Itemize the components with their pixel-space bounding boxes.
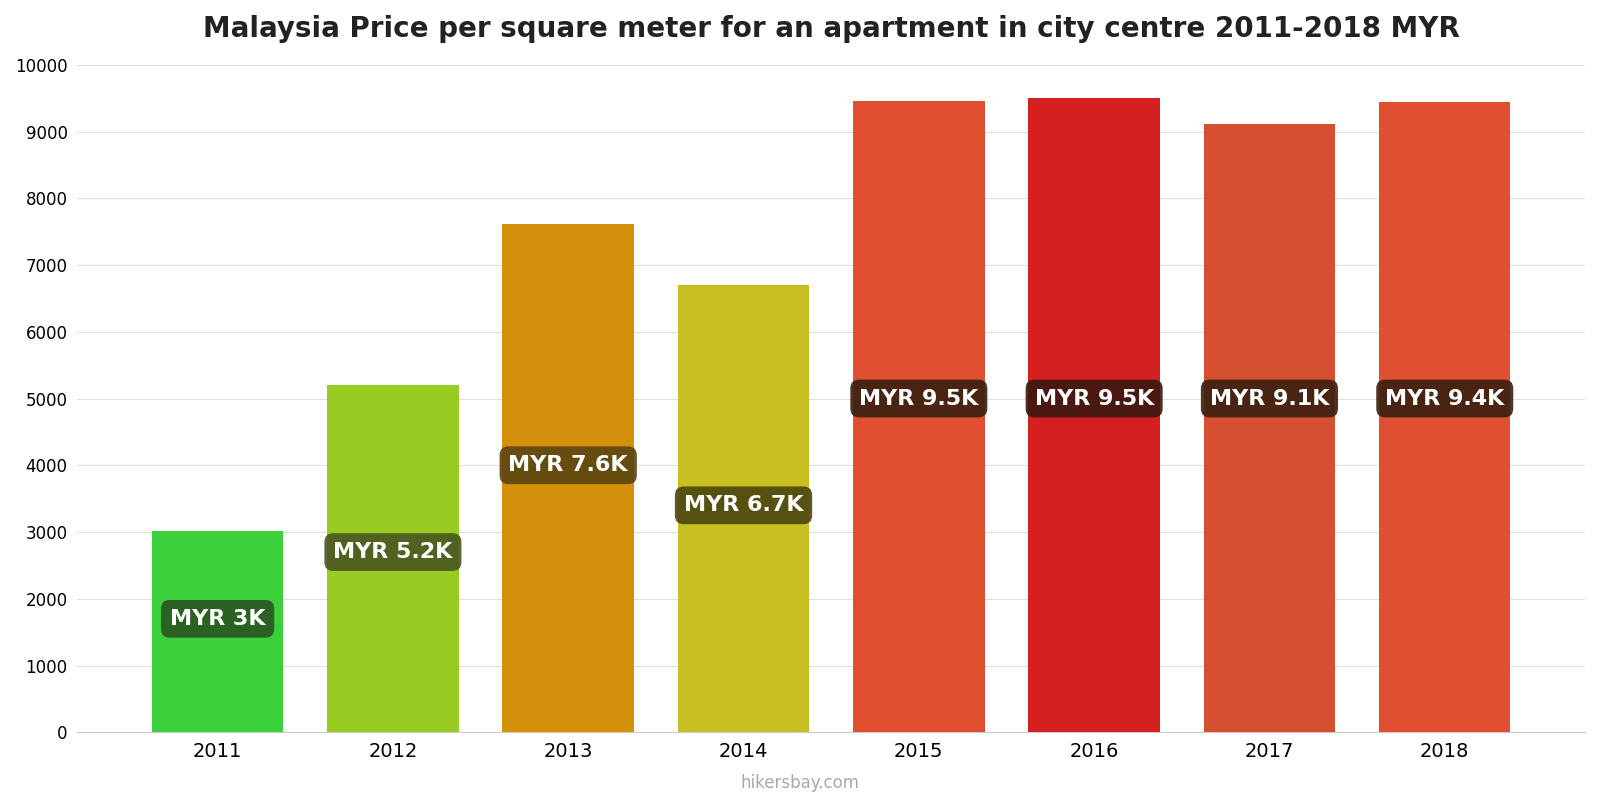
Bar — [853, 101, 984, 732]
Bar — [678, 285, 810, 732]
Text: MYR 7.6K: MYR 7.6K — [509, 455, 627, 475]
Text: MYR 9.5K: MYR 9.5K — [859, 389, 979, 409]
Text: MYR 9.1K: MYR 9.1K — [1210, 389, 1330, 409]
Text: MYR 6.7K: MYR 6.7K — [683, 495, 803, 515]
Text: hikersbay.com: hikersbay.com — [741, 774, 859, 792]
Text: MYR 3K: MYR 3K — [170, 609, 266, 629]
Bar — [1203, 123, 1334, 732]
Bar — [326, 385, 459, 732]
Bar — [502, 224, 634, 732]
Bar — [1379, 102, 1510, 732]
Text: MYR 9.5K: MYR 9.5K — [1035, 389, 1154, 409]
Text: MYR 9.4K: MYR 9.4K — [1386, 389, 1504, 409]
Bar — [1029, 98, 1160, 732]
Title: Malaysia Price per square meter for an apartment in city centre 2011-2018 MYR: Malaysia Price per square meter for an a… — [203, 15, 1459, 43]
Text: MYR 5.2K: MYR 5.2K — [333, 542, 453, 562]
Bar — [152, 530, 283, 732]
